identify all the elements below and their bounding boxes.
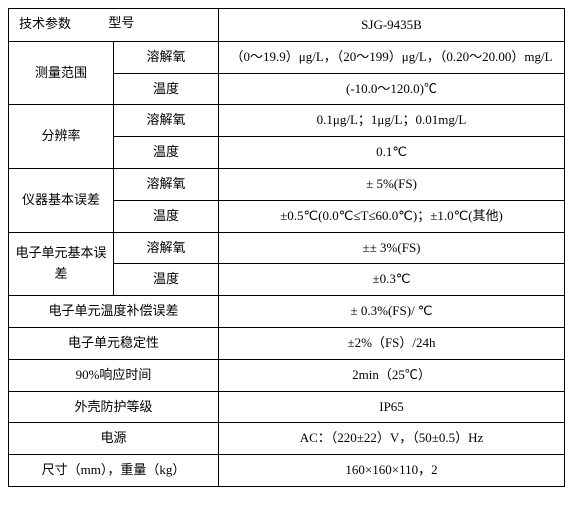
value-cell: AC：（220±22）V，（50±0.5）Hz bbox=[219, 423, 565, 455]
sub-label: 溶解氧 bbox=[114, 105, 219, 137]
value-cell: IP65 bbox=[219, 391, 565, 423]
sub-label: 温度 bbox=[114, 73, 219, 105]
sub-label: 温度 bbox=[114, 137, 219, 169]
table-row: 分辨率 溶解氧 0.1μg/L；1μg/L；0.01mg/L bbox=[9, 105, 565, 137]
table-row: 电子单元基本误差 溶解氧 ±± 3%(FS) bbox=[9, 232, 565, 264]
sub-label: 温度 bbox=[114, 264, 219, 296]
value-cell: 160×160×110，2 bbox=[219, 455, 565, 487]
value-cell: 2min（25℃） bbox=[219, 359, 565, 391]
model-value: SJG-9435B bbox=[219, 9, 565, 42]
sub-label: 温度 bbox=[114, 200, 219, 232]
sub-label: 溶解氧 bbox=[114, 168, 219, 200]
wide-label: 外壳防护等级 bbox=[9, 391, 219, 423]
value-cell: ± 5%(FS) bbox=[219, 168, 565, 200]
value-cell: ±0.5℃(0.0℃≤T≤60.0℃)；±1.0℃(其他) bbox=[219, 200, 565, 232]
value-cell: 0.1μg/L；1μg/L；0.01mg/L bbox=[219, 105, 565, 137]
spec-table: 型号 技术参数 SJG-9435B 测量范围 溶解氧 （0～19.9）μg/L，… bbox=[8, 8, 565, 487]
value-cell: ±0.3℃ bbox=[219, 264, 565, 296]
sub-label: 溶解氧 bbox=[114, 232, 219, 264]
value-cell: ±2%（FS）/24h bbox=[219, 327, 565, 359]
wide-label: 90%响应时间 bbox=[9, 359, 219, 391]
table-row: 电子单元温度补偿误差 ± 0.3%(FS)/ ℃ bbox=[9, 296, 565, 328]
header-left-cell: 型号 技术参数 bbox=[9, 9, 219, 42]
table-row: 电子单元稳定性 ±2%（FS）/24h bbox=[9, 327, 565, 359]
value-cell: 0.1℃ bbox=[219, 137, 565, 169]
group-label: 仪器基本误差 bbox=[9, 168, 114, 232]
group-label: 测量范围 bbox=[9, 41, 114, 105]
param-label: 技术参数 bbox=[19, 16, 71, 31]
value-cell: ± 0.3%(FS)/ ℃ bbox=[219, 296, 565, 328]
value-cell: （0～19.9）μg/L，（20～199）μg/L，（0.20～20.00）mg… bbox=[219, 41, 565, 73]
header-row: 型号 技术参数 SJG-9435B bbox=[9, 9, 565, 42]
wide-label: 电子单元温度补偿误差 bbox=[9, 296, 219, 328]
table-row: 仪器基本误差 溶解氧 ± 5%(FS) bbox=[9, 168, 565, 200]
table-row: 90%响应时间 2min（25℃） bbox=[9, 359, 565, 391]
table-row: 外壳防护等级 IP65 bbox=[9, 391, 565, 423]
table-row: 测量范围 溶解氧 （0～19.9）μg/L，（20～199）μg/L，（0.20… bbox=[9, 41, 565, 73]
wide-label: 电子单元稳定性 bbox=[9, 327, 219, 359]
value-cell: ±± 3%(FS) bbox=[219, 232, 565, 264]
group-label: 电子单元基本误差 bbox=[9, 232, 114, 296]
wide-label: 尺寸（mm），重量（kg） bbox=[9, 455, 219, 487]
group-label: 分辨率 bbox=[9, 105, 114, 169]
value-cell: (-10.0～120.0)℃ bbox=[219, 73, 565, 105]
table-row: 电源 AC：（220±22）V，（50±0.5）Hz bbox=[9, 423, 565, 455]
wide-label: 电源 bbox=[9, 423, 219, 455]
table-row: 尺寸（mm），重量（kg） 160×160×110，2 bbox=[9, 455, 565, 487]
model-label: 型号 bbox=[108, 13, 134, 34]
sub-label: 溶解氧 bbox=[114, 41, 219, 73]
